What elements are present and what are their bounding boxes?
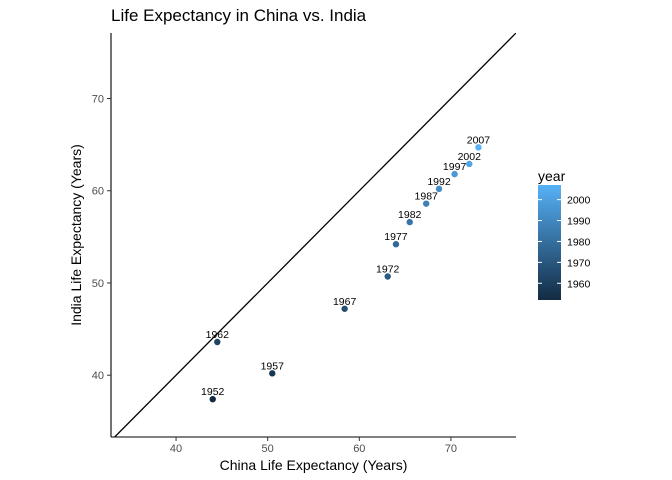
point-label: 1982 xyxy=(398,209,422,221)
colorbar-tick-label: 1960 xyxy=(567,278,591,290)
colorbar-tick-label: 1970 xyxy=(567,257,591,269)
point-label: 1967 xyxy=(333,296,357,308)
point-label: 1962 xyxy=(206,329,230,341)
x-tick-label: 70 xyxy=(445,443,457,455)
colorbar-tick-label: 1990 xyxy=(567,216,591,228)
data-point xyxy=(341,305,348,312)
legend: year 1960 1970 1980 1990 2000 xyxy=(538,168,591,300)
point-label: 1997 xyxy=(443,161,467,173)
legend-title: year xyxy=(538,168,566,184)
y-axis-title: India Life Expectancy (Years) xyxy=(68,144,84,326)
data-point xyxy=(466,160,473,168)
x-tick-label: 50 xyxy=(262,443,274,455)
x-tick-label: 40 xyxy=(170,443,182,455)
data-point xyxy=(451,170,458,178)
data-point xyxy=(214,338,221,346)
reference-line xyxy=(113,33,516,437)
y-tick-label: 50 xyxy=(92,278,104,290)
point-label: 1957 xyxy=(261,360,285,372)
colorbar xyxy=(538,185,561,300)
data-point xyxy=(406,218,413,226)
data-point xyxy=(475,144,482,151)
plot-panel: 40 50 60 70 40 50 60 70 1952 1957 1962 1967 1972 19… xyxy=(92,33,516,455)
data-point xyxy=(209,395,216,403)
y-tick-label: 70 xyxy=(92,93,104,105)
point-label: 2002 xyxy=(458,151,482,163)
chart-title: Life Expectancy in China vs. India xyxy=(111,6,367,25)
colorbar-tick-label: 1980 xyxy=(567,236,591,248)
point-label: 1987 xyxy=(415,191,439,203)
y-tick-label: 40 xyxy=(92,370,104,382)
point-label: 1992 xyxy=(427,176,451,188)
colorbar-tick-label: 2000 xyxy=(567,195,591,207)
data-point xyxy=(435,185,443,193)
data-point xyxy=(392,241,400,248)
data-point xyxy=(423,200,430,207)
x-tick-label: 60 xyxy=(353,443,365,455)
data-point xyxy=(384,273,391,280)
y-tick-label: 60 xyxy=(92,186,104,198)
point-label: 2007 xyxy=(467,134,491,146)
point-label: 1972 xyxy=(376,264,400,276)
point-label: 1952 xyxy=(201,386,225,398)
point-label: 1977 xyxy=(384,231,408,243)
x-axis-title: China Life Expectancy (Years) xyxy=(220,457,408,473)
data-point xyxy=(269,370,276,377)
